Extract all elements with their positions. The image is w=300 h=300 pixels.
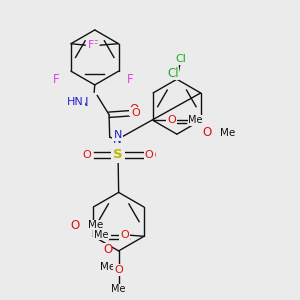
Text: O: O: [103, 243, 112, 256]
Text: F: F: [52, 73, 59, 86]
Text: F: F: [88, 40, 94, 50]
Text: F: F: [127, 73, 134, 86]
Text: O: O: [146, 148, 155, 162]
Text: N: N: [114, 130, 122, 140]
Text: Me: Me: [88, 220, 103, 230]
Text: HN: HN: [67, 97, 84, 107]
Text: O: O: [202, 127, 212, 140]
Text: O: O: [131, 108, 140, 118]
Text: O: O: [129, 103, 138, 116]
Text: O: O: [82, 150, 91, 160]
Text: O: O: [145, 150, 154, 160]
Text: Cl: Cl: [167, 67, 178, 80]
Text: Me: Me: [94, 230, 108, 240]
Text: F: F: [92, 40, 98, 50]
Text: O: O: [70, 219, 80, 232]
Text: S: S: [115, 148, 123, 162]
Text: Me: Me: [100, 262, 115, 272]
Text: Me: Me: [111, 284, 126, 294]
Text: Cl: Cl: [175, 54, 186, 64]
Text: O: O: [121, 230, 129, 240]
Text: Me: Me: [220, 128, 236, 138]
Text: HN: HN: [72, 96, 89, 109]
Text: O: O: [82, 148, 91, 162]
Text: O: O: [167, 115, 176, 125]
Text: O: O: [114, 265, 123, 275]
Text: S: S: [113, 148, 123, 161]
Text: Me: Me: [188, 115, 202, 125]
Text: N: N: [113, 133, 122, 146]
